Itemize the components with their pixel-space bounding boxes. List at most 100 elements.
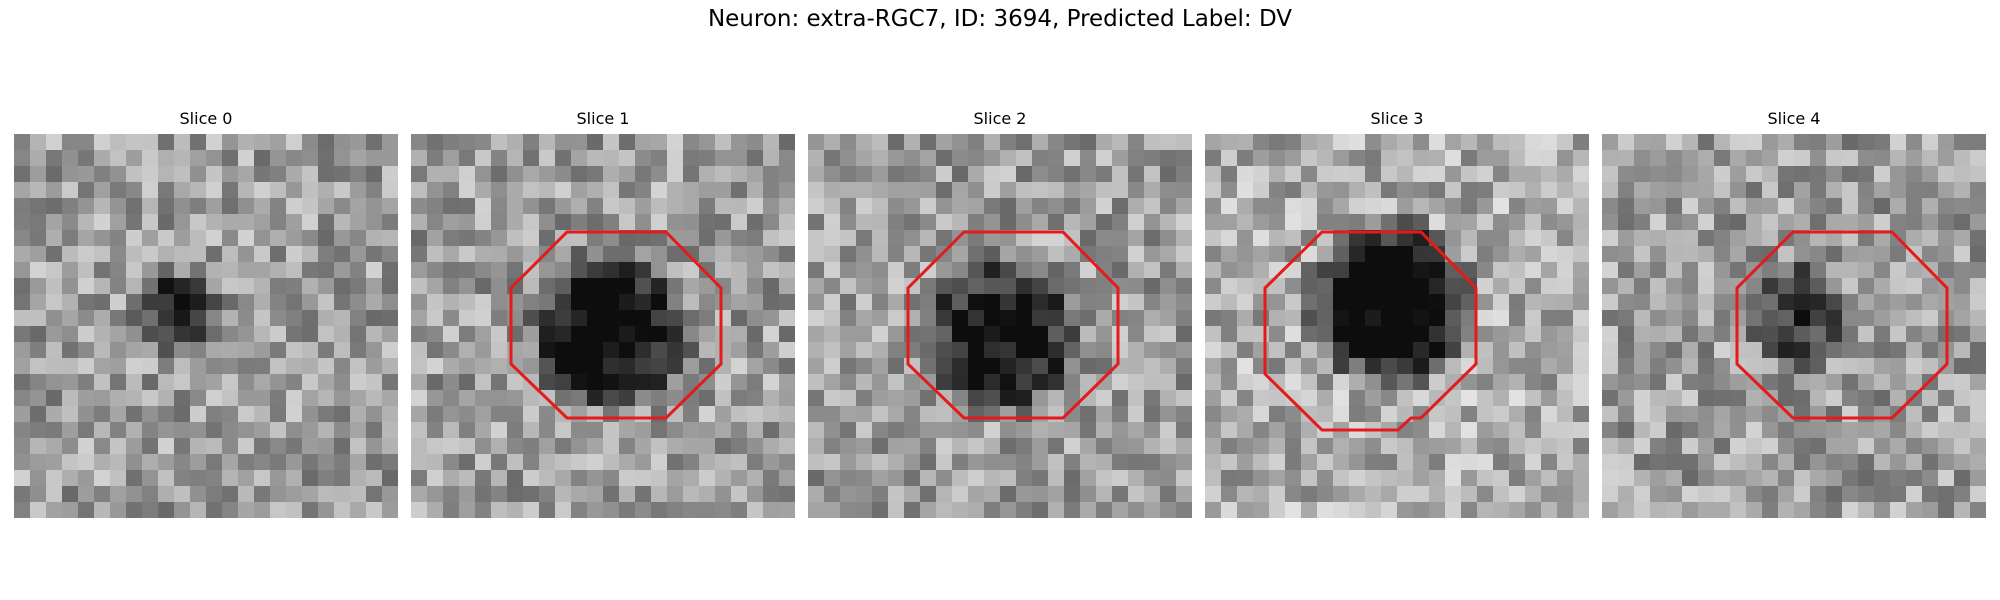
pixel-cell — [1698, 390, 1715, 407]
pixel-cell — [382, 406, 398, 423]
pixel-cell — [1016, 310, 1033, 327]
pixel-cell — [254, 342, 271, 359]
pixel-cell — [286, 454, 303, 471]
pixel-cell — [1525, 166, 1542, 183]
pixel-cell — [1429, 246, 1446, 263]
pixel-cell — [1413, 326, 1430, 343]
pixel-cell — [1778, 390, 1795, 407]
pixel-cell — [491, 406, 508, 423]
pixel-cell — [872, 230, 889, 247]
pixel-cell — [30, 406, 47, 423]
pixel-cell — [443, 246, 460, 263]
pixel-cell — [1016, 182, 1033, 199]
pixel-cell — [888, 294, 905, 311]
pixel-cell — [78, 150, 95, 167]
pixel-cell — [443, 406, 460, 423]
pixel-cell — [427, 214, 444, 231]
pixel-cell — [1253, 246, 1270, 263]
pixel-cell — [952, 342, 969, 359]
pixel-cell — [1237, 262, 1254, 279]
pixel-cell — [715, 166, 732, 183]
pixel-cell — [1842, 294, 1859, 311]
pixel-cell — [1698, 326, 1715, 343]
pixel-cell — [904, 166, 921, 183]
pixel-cell — [904, 422, 921, 439]
pixel-cell — [523, 214, 540, 231]
pixel-cell — [731, 486, 748, 503]
pixel-cell — [1333, 454, 1350, 471]
pixel-cell — [1144, 358, 1161, 375]
pixel-cell — [1714, 182, 1731, 199]
pixel-cell — [1826, 358, 1843, 375]
pixel-cell — [1445, 502, 1462, 518]
pixel-cell — [334, 358, 351, 375]
pixel-cell — [920, 422, 937, 439]
pixel-cell — [1461, 374, 1478, 391]
pixel-cell — [1493, 230, 1510, 247]
pixel-cell — [1858, 470, 1875, 487]
pixel-cell — [571, 214, 588, 231]
pixel-cell — [254, 486, 271, 503]
pixel-cell — [1906, 502, 1923, 518]
pixel-cell — [539, 150, 556, 167]
pixel-cell — [427, 246, 444, 263]
pixel-cell — [920, 230, 937, 247]
pixel-cell — [571, 486, 588, 503]
pixel-cell — [1890, 310, 1907, 327]
pixel-cell — [1509, 374, 1526, 391]
pixel-cell — [1634, 150, 1651, 167]
pixel-cell — [350, 294, 367, 311]
pixel-cell — [334, 342, 351, 359]
pixel-cell — [1682, 470, 1699, 487]
pixel-cell — [238, 230, 255, 247]
pixel-cell — [1509, 214, 1526, 231]
pixel-cell — [1269, 182, 1286, 199]
pixel-cell — [507, 374, 524, 391]
pixel-cell — [1445, 342, 1462, 359]
pixel-cell — [1461, 486, 1478, 503]
pixel-cell — [491, 214, 508, 231]
pixel-cell — [840, 342, 857, 359]
pixel-cell — [619, 214, 636, 231]
pixel-cell — [1253, 134, 1270, 151]
pixel-cell — [366, 278, 383, 295]
pixel-cell — [14, 342, 31, 359]
pixel-cell — [619, 406, 636, 423]
pixel-cell — [1144, 214, 1161, 231]
pixel-cell — [539, 470, 556, 487]
pixel-cell — [1397, 406, 1414, 423]
pixel-cell — [840, 390, 857, 407]
pixel-cell — [619, 454, 636, 471]
pixel-cell — [318, 294, 335, 311]
pixel-cell — [1762, 262, 1779, 279]
pixel-cell — [142, 278, 159, 295]
pixel-cell — [46, 182, 63, 199]
pixel-cell — [1826, 502, 1843, 518]
pixel-cell — [635, 246, 652, 263]
pixel-cell — [110, 502, 127, 518]
pixel-cell — [1128, 182, 1145, 199]
pixel-cell — [1666, 134, 1683, 151]
pixel-cell — [507, 166, 524, 183]
pixel-cell — [1349, 230, 1366, 247]
pixel-cell — [539, 406, 556, 423]
pixel-cell — [126, 230, 143, 247]
pixel-cell — [731, 342, 748, 359]
pixel-cell — [1922, 246, 1939, 263]
pixel-cell — [491, 166, 508, 183]
pixel-cell — [427, 358, 444, 375]
pixel-cell — [1666, 182, 1683, 199]
pixel-cell — [46, 134, 63, 151]
pixel-cell — [824, 438, 841, 455]
pixel-cell — [1874, 150, 1891, 167]
pixel-cell — [270, 358, 287, 375]
pixel-cell — [1333, 390, 1350, 407]
pixel-cell — [318, 358, 335, 375]
pixel-cell — [1128, 342, 1145, 359]
pixel-cell — [1285, 134, 1302, 151]
pixel-cell — [62, 502, 79, 518]
pixel-cell — [539, 182, 556, 199]
pixel-cell — [1064, 470, 1081, 487]
pixel-cell — [1285, 310, 1302, 327]
pixel-cell — [1746, 294, 1763, 311]
